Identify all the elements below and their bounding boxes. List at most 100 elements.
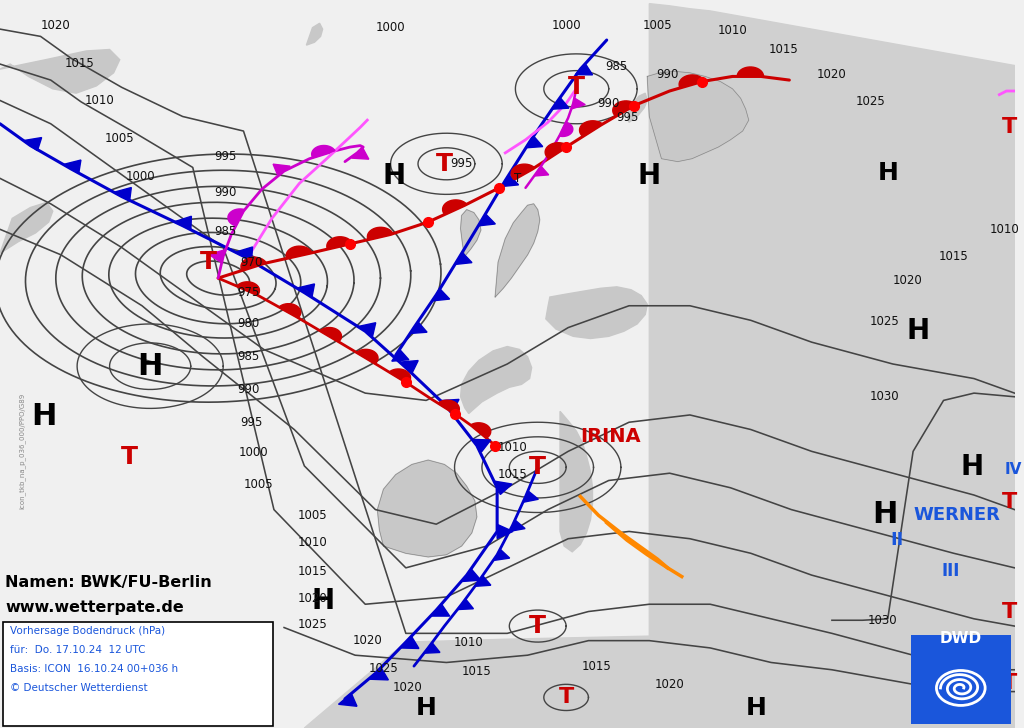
Polygon shape (368, 227, 393, 240)
Polygon shape (525, 136, 543, 148)
Text: DWD: DWD (940, 631, 982, 646)
Text: 1010: 1010 (718, 24, 748, 37)
Polygon shape (400, 636, 419, 649)
Polygon shape (389, 369, 411, 384)
Text: 1025: 1025 (369, 662, 398, 675)
Text: 1020: 1020 (654, 678, 684, 691)
Polygon shape (497, 524, 513, 539)
Text: H: H (638, 162, 660, 190)
Polygon shape (174, 216, 191, 229)
Polygon shape (304, 633, 1015, 728)
Text: 1015: 1015 (768, 43, 798, 56)
Polygon shape (241, 257, 266, 271)
Text: © Deutscher Wetterdienst: © Deutscher Wetterdienst (10, 683, 147, 693)
Text: T: T (529, 614, 546, 638)
Text: IRINA: IRINA (581, 427, 641, 446)
Text: icon_tkb_na_p_036_000/PPO/G89: icon_tkb_na_p_036_000/PPO/G89 (19, 393, 26, 510)
Polygon shape (560, 411, 593, 552)
Text: Vorhersage Bodendruck (hPa): Vorhersage Bodendruck (hPa) (10, 626, 165, 636)
Text: III: III (941, 563, 959, 580)
Text: 1015: 1015 (582, 660, 611, 673)
Polygon shape (356, 349, 378, 364)
Text: 970: 970 (241, 256, 263, 269)
Text: 1010: 1010 (498, 441, 527, 454)
Text: 1015: 1015 (462, 665, 492, 678)
Polygon shape (502, 175, 518, 186)
Text: 1020: 1020 (393, 681, 423, 695)
FancyBboxPatch shape (3, 622, 273, 726)
Polygon shape (357, 323, 376, 336)
Polygon shape (431, 604, 450, 616)
Polygon shape (494, 481, 512, 494)
Polygon shape (273, 164, 290, 176)
Text: T: T (1001, 673, 1017, 693)
Text: 990: 990 (214, 186, 237, 199)
Text: T: T (558, 687, 573, 708)
Text: H: H (382, 162, 406, 190)
Polygon shape (0, 50, 120, 93)
Polygon shape (297, 284, 314, 297)
Polygon shape (351, 148, 369, 159)
Polygon shape (279, 304, 301, 317)
Text: 1010: 1010 (85, 94, 115, 107)
Polygon shape (209, 250, 224, 263)
Polygon shape (458, 599, 473, 609)
Text: H: H (906, 317, 930, 345)
Text: 1005: 1005 (244, 478, 273, 491)
Text: T: T (1001, 601, 1017, 622)
Polygon shape (461, 347, 531, 414)
Text: 995: 995 (241, 416, 263, 429)
Text: 1015: 1015 (298, 565, 328, 578)
Polygon shape (546, 287, 647, 339)
Polygon shape (327, 237, 352, 249)
Text: 985: 985 (606, 60, 628, 74)
Polygon shape (572, 98, 586, 108)
Text: 1020: 1020 (352, 634, 382, 647)
Text: 1025: 1025 (41, 654, 71, 668)
Text: H: H (745, 696, 766, 719)
Polygon shape (311, 146, 335, 158)
Text: 1020: 1020 (41, 19, 71, 32)
Text: 995: 995 (451, 157, 473, 170)
Text: 1030: 1030 (868, 614, 897, 627)
Text: 1010: 1010 (298, 536, 328, 549)
Text: 985: 985 (238, 350, 260, 363)
Polygon shape (455, 253, 472, 264)
Polygon shape (575, 63, 593, 75)
Text: T: T (514, 172, 521, 185)
Text: 990: 990 (238, 383, 260, 396)
Text: 1000: 1000 (376, 21, 406, 34)
Text: 1005: 1005 (643, 19, 672, 32)
Polygon shape (461, 210, 481, 256)
Polygon shape (63, 160, 81, 173)
Text: H: H (137, 352, 163, 381)
Polygon shape (399, 360, 418, 373)
Polygon shape (496, 204, 540, 297)
Polygon shape (339, 694, 357, 706)
Text: H: H (311, 587, 334, 614)
Polygon shape (511, 164, 535, 179)
Polygon shape (378, 460, 477, 557)
Text: www.wetterpate.de: www.wetterpate.de (5, 600, 184, 615)
Text: 1030: 1030 (869, 390, 899, 403)
Polygon shape (432, 289, 450, 301)
Polygon shape (649, 4, 1015, 728)
Text: 1020: 1020 (817, 68, 847, 81)
Polygon shape (679, 75, 705, 88)
Text: Namen: BWK/FU-Berlin: Namen: BWK/FU-Berlin (5, 574, 212, 590)
Polygon shape (475, 576, 490, 586)
Polygon shape (410, 322, 427, 333)
Text: T: T (436, 152, 453, 175)
Polygon shape (286, 246, 312, 258)
Polygon shape (472, 439, 490, 452)
Text: H: H (961, 454, 983, 481)
Polygon shape (580, 121, 602, 136)
Polygon shape (438, 400, 460, 415)
Polygon shape (319, 328, 341, 342)
Text: 980: 980 (238, 317, 260, 331)
Text: 1000: 1000 (125, 170, 155, 183)
Text: T: T (200, 250, 216, 274)
Text: 1015: 1015 (65, 57, 94, 70)
Text: T: T (1001, 117, 1017, 138)
Polygon shape (552, 98, 569, 109)
